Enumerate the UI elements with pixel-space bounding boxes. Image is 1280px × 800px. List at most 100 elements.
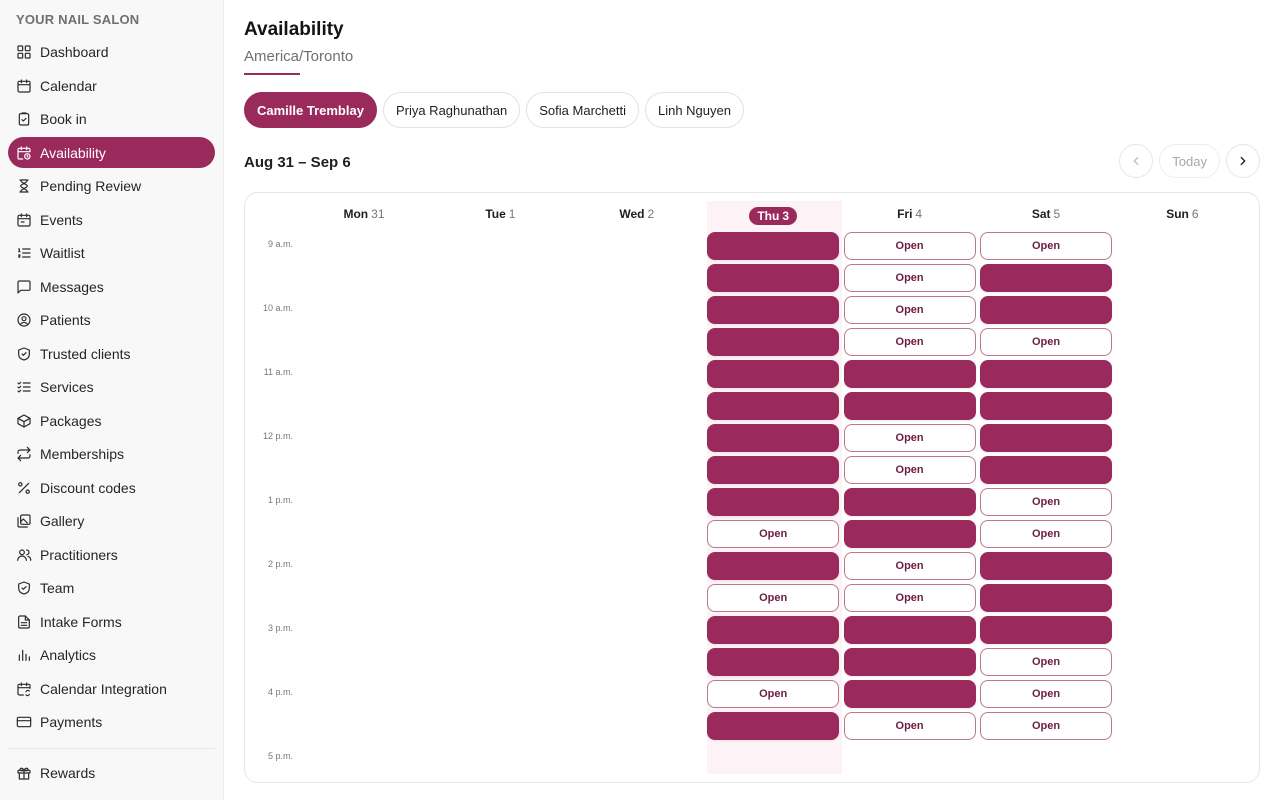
- booked-slot[interactable]: [980, 264, 1112, 292]
- open-slot[interactable]: Open: [843, 328, 976, 356]
- booked-slot[interactable]: [980, 360, 1112, 388]
- booked-slot[interactable]: [980, 456, 1112, 484]
- sidebar-item-calendar[interactable]: Calendar: [8, 70, 215, 101]
- booked-slot[interactable]: [707, 232, 840, 260]
- open-slot[interactable]: Open: [980, 680, 1112, 708]
- practitioner-tab[interactable]: Camille Tremblay: [244, 92, 377, 128]
- sidebar-item-packages[interactable]: Packages: [8, 405, 215, 436]
- booked-slot[interactable]: [980, 584, 1112, 612]
- open-slot[interactable]: Open: [843, 232, 976, 260]
- open-slot[interactable]: Open: [843, 264, 976, 292]
- booked-slot[interactable]: [707, 264, 840, 292]
- booked-slot[interactable]: [843, 680, 976, 708]
- sidebar-item-team[interactable]: Team: [8, 572, 215, 603]
- sidebar-item-book-in[interactable]: Book in: [8, 103, 215, 134]
- today-button[interactable]: Today: [1159, 144, 1220, 178]
- calendar-event-icon: [16, 212, 32, 228]
- sidebar-item-availability[interactable]: Availability: [8, 137, 215, 168]
- time-label: 5 p.m.: [267, 751, 293, 761]
- booked-slot[interactable]: [707, 360, 840, 388]
- day-header-fri: Fri 4: [842, 207, 978, 221]
- booked-slot[interactable]: [843, 488, 976, 516]
- sidebar-item-patients[interactable]: Patients: [8, 304, 215, 335]
- sidebar-item-intake-forms[interactable]: Intake Forms: [8, 606, 215, 637]
- timezone-label[interactable]: America/Toronto: [244, 48, 354, 65]
- time-label: 2 p.m.: [267, 559, 293, 569]
- open-slot[interactable]: Open: [843, 552, 976, 580]
- day-name: Wed: [619, 207, 645, 221]
- sidebar-item-label: Payments: [40, 713, 103, 730]
- sidebar-item-analytics[interactable]: Analytics: [8, 639, 215, 670]
- open-slot[interactable]: Open: [843, 296, 976, 324]
- booked-slot[interactable]: [707, 424, 840, 452]
- sidebar-item-practitioners[interactable]: Practitioners: [8, 539, 215, 570]
- sidebar-item-discount-codes[interactable]: Discount codes: [8, 472, 215, 503]
- booked-slot[interactable]: [843, 392, 976, 420]
- booked-slot[interactable]: [707, 616, 840, 644]
- open-slot[interactable]: Open: [843, 456, 976, 484]
- booked-slot[interactable]: [843, 520, 976, 548]
- open-slot[interactable]: Open: [843, 424, 976, 452]
- sidebar-item-calendar-integration[interactable]: Calendar Integration: [8, 673, 215, 704]
- practitioner-tab[interactable]: Linh Nguyen: [644, 92, 744, 128]
- open-slot[interactable]: Open: [843, 712, 976, 740]
- next-week-button[interactable]: [1226, 144, 1260, 178]
- sidebar-item-payments[interactable]: Payments: [8, 706, 215, 737]
- booked-slot[interactable]: [980, 296, 1112, 324]
- practitioner-tab[interactable]: Sofia Marchetti: [526, 92, 639, 128]
- day-header-thu: Thu 3: [705, 207, 841, 225]
- booked-slot[interactable]: [843, 360, 976, 388]
- booked-slot[interactable]: [707, 456, 840, 484]
- sidebar-item-label: Calendar Integration: [40, 680, 167, 697]
- sidebar-item-events[interactable]: Events: [8, 204, 215, 235]
- open-slot[interactable]: Open: [707, 680, 840, 708]
- booked-slot[interactable]: [843, 616, 976, 644]
- open-slot[interactable]: Open: [843, 584, 976, 612]
- availability-calendar: Mon 31 Tue 1 Wed 2 Thu 3 Fri 4 Sat 5 Sun 6 9 a.m. 10 a.…: [244, 192, 1260, 783]
- booked-slot[interactable]: [707, 296, 840, 324]
- booked-slot[interactable]: [980, 424, 1112, 452]
- open-slot[interactable]: Open: [980, 232, 1112, 260]
- open-slot[interactable]: Open: [980, 328, 1112, 356]
- booked-slot[interactable]: [707, 712, 840, 740]
- sidebar-item-label: Pending Review: [40, 177, 142, 194]
- open-slot[interactable]: Open: [980, 712, 1112, 740]
- sidebar-item-rewards[interactable]: Rewards: [8, 757, 215, 788]
- booked-slot[interactable]: [707, 328, 840, 356]
- sidebar-item-trusted-clients[interactable]: Trusted clients: [8, 338, 215, 369]
- day-header-sat: Sat 5: [978, 207, 1114, 221]
- booked-slot[interactable]: [980, 392, 1112, 420]
- sidebar-item-gallery[interactable]: Gallery: [8, 505, 215, 536]
- grid-icon: [16, 44, 32, 60]
- time-label: 9 a.m.: [267, 239, 293, 249]
- day-header-tue: Tue 1: [432, 207, 568, 221]
- open-slot[interactable]: Open: [980, 520, 1112, 548]
- booked-slot[interactable]: [843, 648, 976, 676]
- booked-slot[interactable]: [707, 392, 840, 420]
- open-slot[interactable]: Open: [980, 648, 1112, 676]
- sidebar-item-services[interactable]: Services: [8, 371, 215, 402]
- sidebar-item-label: Gallery: [40, 512, 85, 529]
- booked-slot[interactable]: [707, 488, 840, 516]
- open-slot[interactable]: Open: [980, 488, 1112, 516]
- booked-slot[interactable]: [980, 616, 1112, 644]
- open-slot[interactable]: Open: [707, 520, 840, 548]
- sidebar-item-label: Discount codes: [40, 479, 136, 496]
- sidebar-item-label: Analytics: [40, 646, 97, 663]
- sidebar-item-dashboard[interactable]: Dashboard: [8, 36, 215, 67]
- sidebar-item-waitlist[interactable]: Waitlist: [8, 237, 215, 268]
- time-label: 10 a.m.: [262, 303, 293, 313]
- main-content: Availability America/Toronto Camille Tre…: [224, 0, 1280, 800]
- previous-week-button[interactable]: [1119, 144, 1154, 178]
- booked-slot[interactable]: [707, 552, 840, 580]
- sidebar-item-pending-review[interactable]: Pending Review: [8, 170, 215, 201]
- booked-slot[interactable]: [707, 648, 840, 676]
- open-slot[interactable]: Open: [707, 584, 840, 612]
- list-ordered-icon: [16, 245, 32, 261]
- time-label: 3 p.m.: [267, 623, 293, 633]
- sidebar-item-memberships[interactable]: Memberships: [8, 438, 215, 469]
- sidebar-item-messages[interactable]: Messages: [8, 271, 215, 302]
- practitioner-tab[interactable]: Priya Raghunathan: [382, 92, 521, 128]
- day-date: 5: [1053, 207, 1061, 221]
- booked-slot[interactable]: [980, 552, 1112, 580]
